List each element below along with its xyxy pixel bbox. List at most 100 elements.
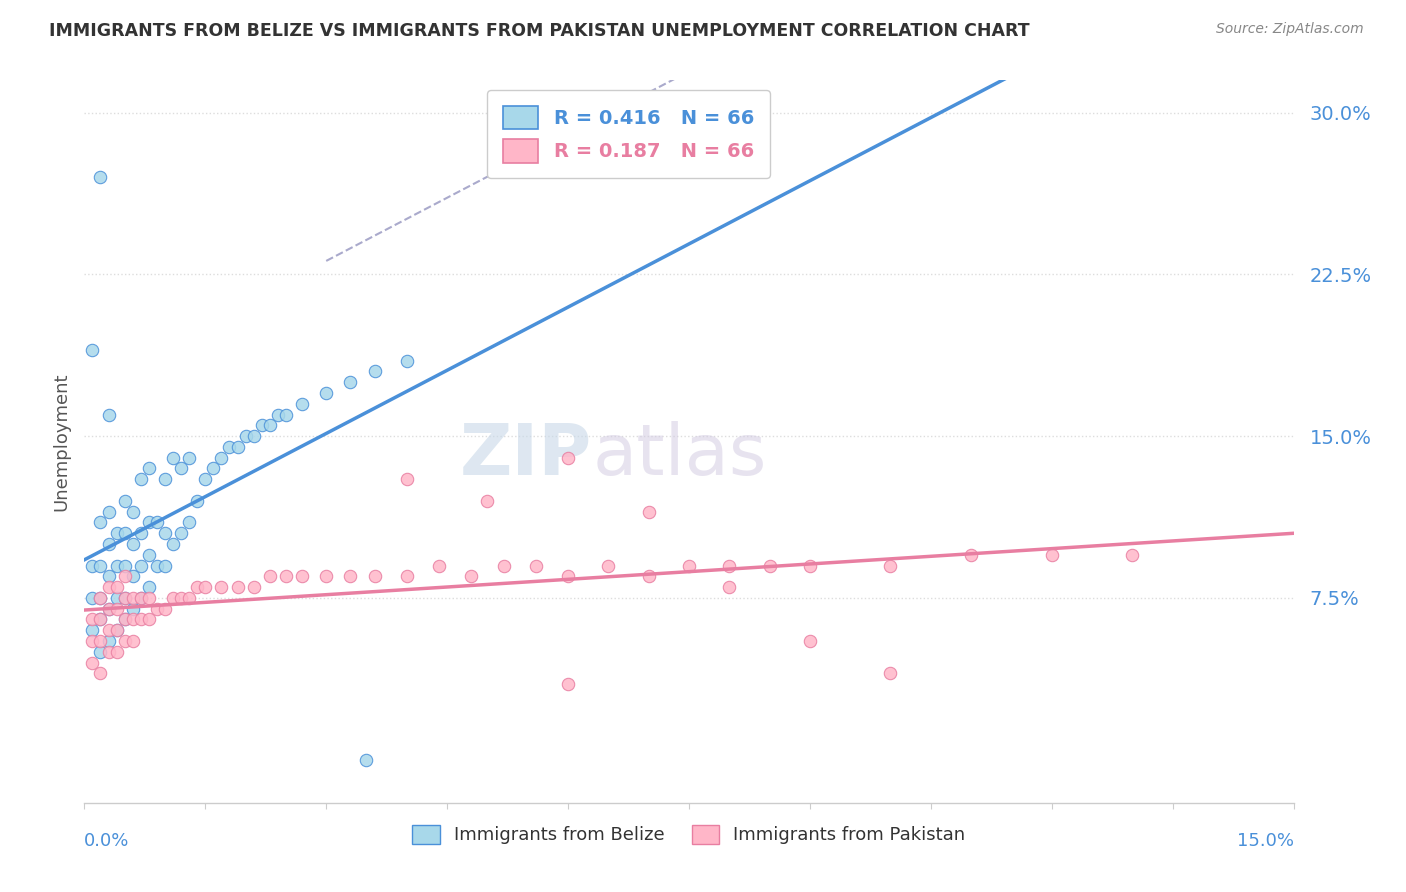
Point (89, 666, 111, 681)
Point (146, 516, 169, 530)
Point (138, 591, 160, 605)
Point (226, 580, 249, 594)
Point (121, 569, 143, 583)
Point (138, 612, 160, 626)
Point (162, 450, 184, 465)
Point (82, 558, 104, 573)
Point (129, 591, 152, 605)
Point (153, 472, 176, 486)
Point (395, 353, 418, 368)
Point (170, 526, 193, 541)
Point (146, 558, 169, 573)
Point (557, 450, 579, 465)
Point (105, 580, 128, 594)
Point (105, 645, 128, 659)
Point (718, 580, 741, 594)
Point (121, 505, 143, 519)
Point (356, 753, 378, 767)
Point (363, 364, 385, 378)
Point (395, 569, 418, 583)
Point (598, 558, 620, 573)
Point (235, 429, 257, 443)
Point (114, 591, 136, 605)
Point (879, 666, 901, 681)
Point (105, 591, 128, 605)
Point (82, 343, 104, 357)
Point (114, 569, 136, 583)
Point (259, 418, 281, 433)
Point (250, 418, 273, 433)
Point (153, 558, 176, 573)
Point (153, 601, 176, 615)
Point (97, 569, 120, 583)
Point (153, 526, 176, 541)
Point (89, 170, 111, 185)
Point (339, 376, 361, 390)
Point (209, 580, 232, 594)
Point (259, 569, 281, 583)
Point (557, 677, 579, 691)
Point (194, 472, 217, 486)
Text: 0.0%: 0.0% (84, 831, 129, 850)
Point (218, 440, 240, 454)
Point (97, 645, 120, 659)
Point (121, 634, 143, 648)
Point (138, 580, 160, 594)
Point (363, 569, 385, 583)
Point (194, 580, 217, 594)
Point (339, 569, 361, 583)
Point (524, 558, 547, 573)
Point (1121, 548, 1143, 562)
Point (105, 601, 128, 615)
Point (427, 558, 450, 573)
Point (82, 612, 104, 626)
Point (97, 505, 120, 519)
Point (274, 569, 297, 583)
Point (129, 472, 152, 486)
Point (162, 537, 184, 551)
Text: ZIP: ZIP (460, 422, 592, 491)
Text: atlas: atlas (592, 422, 766, 491)
Point (226, 440, 249, 454)
Point (97, 601, 120, 615)
Point (879, 558, 901, 573)
Point (799, 558, 821, 573)
Point (89, 645, 111, 659)
Text: Source: ZipAtlas.com: Source: ZipAtlas.com (1216, 22, 1364, 37)
Point (718, 558, 741, 573)
Point (97, 580, 120, 594)
Point (105, 558, 128, 573)
Point (105, 624, 128, 638)
Point (460, 569, 482, 583)
Point (492, 558, 515, 573)
Text: 15.0%: 15.0% (1236, 831, 1294, 850)
Point (477, 493, 499, 508)
Point (960, 548, 983, 562)
Point (267, 408, 290, 422)
Point (97, 537, 120, 551)
Point (799, 634, 821, 648)
Point (315, 386, 337, 401)
Point (89, 612, 111, 626)
Point (114, 493, 136, 508)
Point (138, 516, 160, 530)
Point (97, 408, 120, 422)
Point (129, 526, 152, 541)
Point (114, 612, 136, 626)
Point (121, 537, 143, 551)
Point (105, 624, 128, 638)
Point (315, 569, 337, 583)
Point (146, 601, 169, 615)
Point (138, 548, 160, 562)
Point (202, 461, 225, 475)
Point (97, 634, 120, 648)
Point (274, 408, 297, 422)
Point (186, 493, 208, 508)
Point (82, 634, 104, 648)
Point (170, 591, 193, 605)
Point (89, 591, 111, 605)
Point (114, 591, 136, 605)
Point (105, 526, 128, 541)
Point (129, 612, 152, 626)
Text: IMMIGRANTS FROM BELIZE VS IMMIGRANTS FROM PAKISTAN UNEMPLOYMENT CORRELATION CHAR: IMMIGRANTS FROM BELIZE VS IMMIGRANTS FRO… (49, 22, 1029, 40)
